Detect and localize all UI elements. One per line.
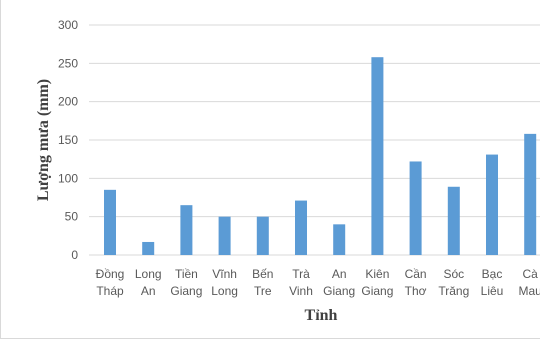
- y-tick-label: 250: [58, 56, 78, 70]
- bar: [104, 189, 116, 255]
- y-tick-label: 150: [58, 133, 78, 147]
- x-tick-label: Trà Vinh: [289, 267, 313, 298]
- x-tick-label: Cần Thơ: [405, 267, 427, 298]
- x-tick-label: Tiền Giang: [170, 267, 202, 298]
- x-tick-label: Đồng Tháp: [96, 267, 125, 298]
- x-tick-label: Kiên Giang: [361, 267, 393, 298]
- bar: [486, 154, 498, 255]
- bar: [180, 205, 193, 255]
- bar: [524, 133, 537, 255]
- y-tick-label: 300: [58, 18, 78, 32]
- y-tick-label: 200: [58, 95, 78, 109]
- x-tick-label: Bạc Liêu: [481, 267, 504, 298]
- bar: [333, 224, 346, 255]
- x-tick-labels: Đồng Tháp Long An Tiền Giang Vĩnh Long Bến Tre Trà…: [96, 267, 540, 298]
- y-tick-label: 0: [71, 248, 78, 262]
- bars: [104, 57, 537, 256]
- bar: [256, 216, 269, 255]
- bar: [218, 216, 231, 255]
- x-tick-label: Cà Mau: [519, 267, 540, 298]
- bar: [295, 200, 307, 255]
- bar: [142, 241, 155, 255]
- x-tick-label: Vĩnh Long: [211, 267, 238, 298]
- x-axis-title: Tỉnh: [305, 307, 338, 324]
- x-tick-label: Sóc Trăng: [438, 267, 469, 298]
- y-tick-label: 50: [65, 210, 79, 224]
- x-tick-label: Bến Tre: [252, 267, 273, 298]
- gridlines: [89, 24, 540, 256]
- y-tick-label: 100: [58, 171, 78, 185]
- x-tick-label: An Giang: [323, 267, 355, 298]
- y-axis-title: Lượng mưa (mm): [35, 79, 52, 201]
- y-tick-labels: 0 50 100 150 200 250 300: [58, 18, 78, 262]
- bar: [447, 186, 460, 255]
- bar: [409, 161, 422, 255]
- x-tick-label: Long An: [135, 267, 162, 298]
- bar: [371, 57, 384, 256]
